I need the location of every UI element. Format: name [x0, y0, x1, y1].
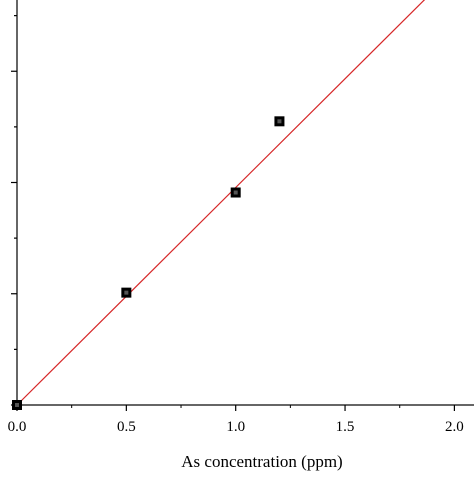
x-tick-label: 0.0: [8, 419, 27, 435]
x-tick-label: 1.5: [336, 419, 355, 435]
x-tick-label: 0.5: [117, 419, 136, 435]
data-point-marker-inner: [15, 403, 19, 407]
labels-layer: As concentration (ppm): [181, 452, 342, 471]
x-tick-label: 1.0: [226, 419, 245, 435]
data-point: [274, 116, 285, 127]
data-point-marker-inner: [233, 190, 238, 195]
data-point: [121, 287, 132, 298]
plot-frame: [16, 0, 474, 406]
data-point-marker-inner: [277, 119, 282, 124]
fit-line-layer: [16, 0, 426, 406]
data-point: [230, 187, 241, 198]
fit-line: [16, 0, 426, 406]
data-point: [12, 400, 22, 410]
x-tick-label: 2.0: [445, 419, 464, 435]
data-points-layer: [12, 116, 285, 410]
x-axis-title: As concentration (ppm): [181, 452, 342, 471]
data-point-marker-inner: [124, 290, 129, 295]
axes-layer: 0.0 0.5 1.0 1.5 2.0: [8, 0, 474, 435]
